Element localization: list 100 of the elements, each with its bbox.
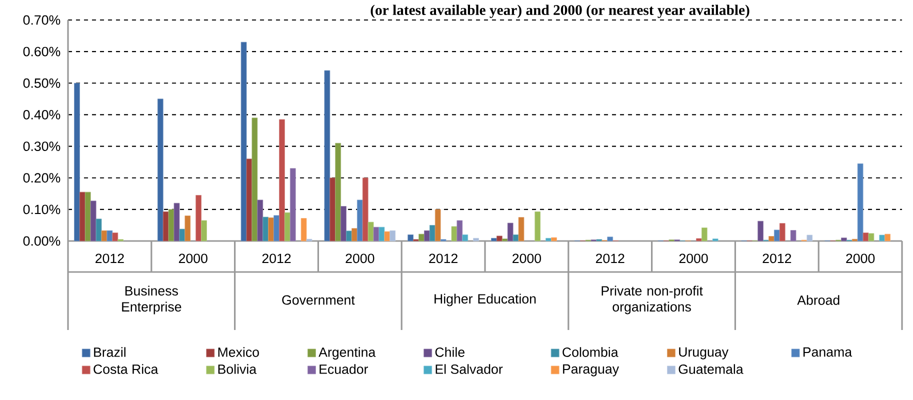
text: Higher Education <box>434 294 536 306</box>
bar <box>268 217 274 242</box>
text: Business Enterprise <box>122 286 182 314</box>
text: Government <box>282 295 355 305</box>
bar <box>390 230 396 242</box>
bar <box>106 230 113 242</box>
legend-label: Costa Rica <box>94 364 158 374</box>
bar <box>179 228 186 242</box>
bar <box>779 223 786 242</box>
bar <box>546 238 552 242</box>
bar <box>174 202 180 242</box>
x-tick-label: 2000 <box>346 254 374 264</box>
bar <box>712 238 718 242</box>
bar <box>518 217 524 242</box>
legend-label: Argentina <box>318 347 376 360</box>
bar <box>758 220 764 242</box>
legend-label: Paraguay <box>563 364 620 376</box>
bar <box>607 236 614 242</box>
bar <box>551 237 557 242</box>
y-tick-label: 0.00% <box>23 236 60 246</box>
legend-label: Ecuador <box>320 364 368 374</box>
bar <box>512 234 519 242</box>
y-tick-label: 0.30% <box>23 142 60 152</box>
bar <box>696 238 702 242</box>
bar <box>424 230 430 242</box>
bar <box>768 236 774 242</box>
bar <box>262 216 269 242</box>
bar <box>80 192 86 242</box>
legend-label: Brazil <box>94 347 126 357</box>
x-tick-label: 2012 <box>596 254 624 264</box>
bar <box>356 200 363 242</box>
bar <box>408 234 414 242</box>
bar <box>462 234 468 242</box>
bar <box>84 192 91 242</box>
legend-label: Chile <box>435 347 464 357</box>
bar <box>284 212 290 242</box>
bar <box>418 234 424 242</box>
y-tick-label: 0.10% <box>23 204 60 214</box>
legend-label: Uruguay <box>679 347 728 360</box>
bar <box>246 158 252 242</box>
bar <box>346 230 352 242</box>
y-tick-label: 0.70% <box>23 15 60 25</box>
bar <box>857 163 864 242</box>
bar <box>806 234 813 242</box>
bar <box>429 225 436 242</box>
legend-label: Guatemala <box>678 364 744 374</box>
chart-title: (or latest available year) and 2000 (or nearest year available) <box>370 4 750 18</box>
legend-label: Bolivia <box>218 364 257 374</box>
bar <box>201 220 207 242</box>
y-tick-label: 0.20% <box>23 173 60 183</box>
bar <box>157 98 164 242</box>
bar <box>362 178 368 242</box>
bar <box>330 178 336 242</box>
bar <box>378 226 385 242</box>
y-tick-label: 0.60% <box>23 46 60 56</box>
bar <box>168 209 174 242</box>
bar <box>434 209 441 242</box>
bar <box>279 119 285 242</box>
x-tick-label: 2012 <box>262 254 291 264</box>
bar <box>502 238 508 242</box>
bar <box>368 222 374 242</box>
bar <box>774 230 780 242</box>
bar <box>324 70 330 242</box>
x-tick-label: 2000 <box>679 254 708 264</box>
bar <box>790 230 796 242</box>
bar <box>340 206 346 242</box>
bar <box>701 228 708 242</box>
x-tick-label: 2000 <box>178 254 208 264</box>
bar <box>841 238 847 242</box>
x-tick-label: 2012 <box>762 254 792 264</box>
x-tick-label: 2012 <box>96 254 124 264</box>
bar <box>491 238 497 242</box>
bar <box>335 142 342 242</box>
bar <box>290 168 296 242</box>
x-tick-label: 2000 <box>846 254 875 264</box>
bar <box>884 234 891 242</box>
bar <box>451 226 458 242</box>
bar <box>300 218 307 242</box>
bar <box>473 238 479 242</box>
bar <box>456 220 463 242</box>
x-tick-label: 2000 <box>512 254 542 264</box>
bar <box>90 200 96 242</box>
bar <box>373 226 380 242</box>
bar <box>96 218 102 242</box>
bar <box>252 118 258 242</box>
bar <box>352 228 358 242</box>
bar <box>101 230 108 242</box>
legend-label: Colombia <box>562 347 618 357</box>
y-tick-label: 0.50% <box>23 78 60 88</box>
bar <box>74 82 80 242</box>
bar <box>240 42 247 242</box>
legend-label: El Salvador <box>436 364 503 374</box>
legend-label: Panama <box>803 347 852 357</box>
bar <box>879 234 886 242</box>
bar <box>274 215 280 242</box>
bar <box>868 233 874 242</box>
legend-label: Mexico <box>218 347 259 357</box>
bar <box>196 195 202 242</box>
bar <box>507 222 514 242</box>
y-tick-label: 0.40% <box>23 110 60 120</box>
